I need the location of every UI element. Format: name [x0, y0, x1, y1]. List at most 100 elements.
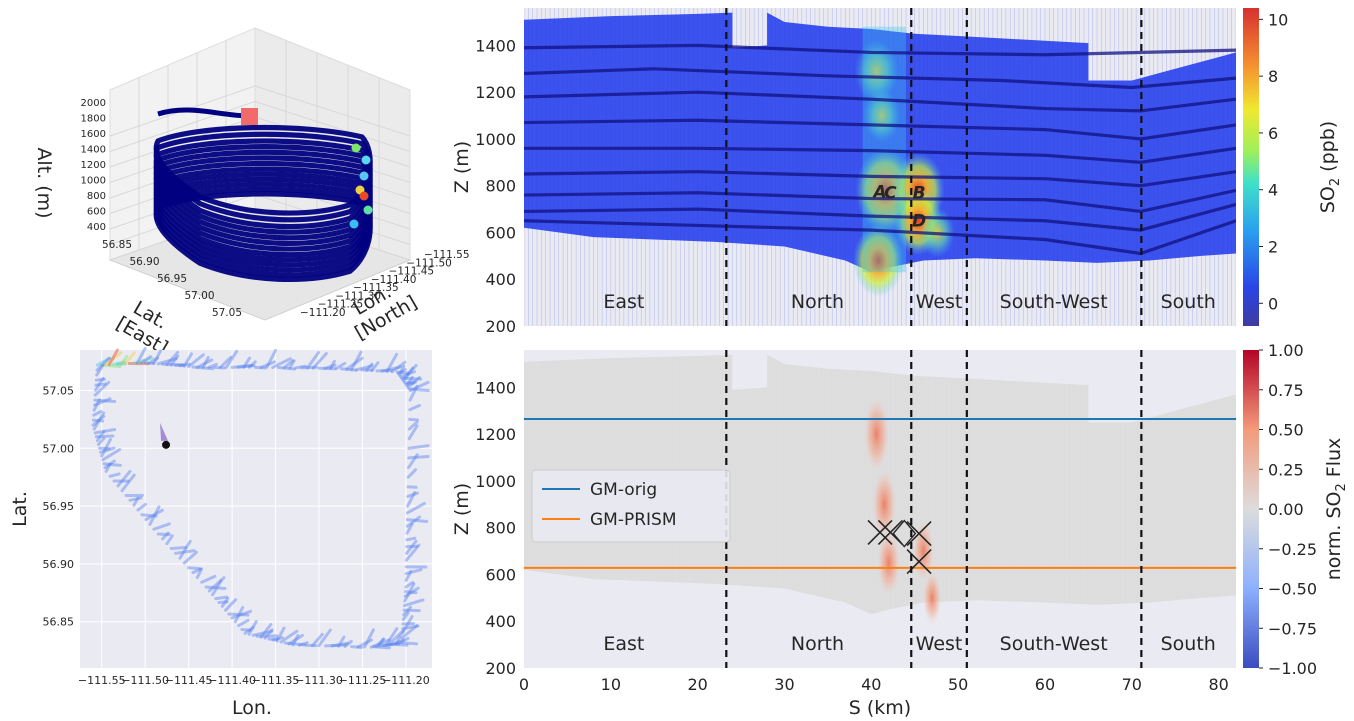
wind-vector [397, 364, 406, 377]
segment-label: North [791, 291, 844, 313]
wind-vector [259, 623, 273, 639]
wind-vector [369, 638, 391, 649]
alt-tick-labels: 2000 1800 1600 1400 1200 1000 800 600 400 [81, 98, 106, 233]
wind-vector [407, 420, 419, 431]
wind-vector [334, 361, 347, 371]
wind-vector [251, 629, 274, 637]
wind-vector [227, 612, 250, 617]
grid-line [254, 101, 411, 152]
wind-vector [403, 380, 417, 385]
wind-vector [95, 356, 111, 372]
x-marker [867, 519, 893, 545]
wind-vector [99, 446, 116, 454]
diamond-marker [892, 519, 917, 548]
wind-vector [407, 454, 430, 460]
wind-vector [99, 363, 122, 369]
lon-tick-label: −111.25 [318, 299, 364, 311]
wind-vector [330, 641, 350, 648]
wind-vector [108, 472, 121, 478]
flux-hotspot [922, 571, 942, 624]
wind-vector [94, 382, 107, 387]
wind-vector [288, 359, 296, 370]
wind-vector [102, 462, 122, 467]
wind-vector [407, 424, 419, 441]
map-y-tick-label: 57.00 [43, 442, 75, 455]
wind-vector [271, 357, 292, 369]
track-lap [153, 149, 373, 241]
track-hotspot [359, 171, 369, 181]
wind-vector [356, 638, 373, 649]
map-y-tick-labels: 57.05 57.00 56.95 56.90 56.85 [43, 384, 75, 628]
wind-vector [152, 522, 171, 531]
so2-axes: East North West South-West South 200 400 600 800… [475, 8, 1216, 336]
wind-vector [408, 384, 419, 402]
wind-vector [131, 356, 154, 365]
y-tick-label: 1400 [475, 36, 516, 55]
lon-tick-labels: −111.55−111.50−111.45−111.40−111.35−111.… [300, 249, 470, 319]
colorbar-tick-label: 0 [1268, 294, 1278, 313]
curtain-fill [524, 12, 1236, 273]
wind-vector [111, 360, 126, 366]
wind-vector [387, 629, 405, 646]
x-tick-label: 40 [861, 675, 881, 694]
wind-vector [363, 628, 375, 649]
wind-vector [400, 624, 419, 640]
wind-vector [395, 634, 402, 645]
wind-vector [385, 352, 399, 373]
wind-vector [93, 380, 111, 397]
so2-colorbar-label: SO2 (ppb) [1317, 121, 1343, 213]
segment-label: West [916, 291, 963, 313]
y-tick-label: 1000 [475, 472, 516, 491]
lat-tick-label: 57.00 [184, 290, 214, 302]
wind-vector [103, 351, 123, 367]
track-lap [153, 176, 373, 268]
wind-vector [165, 534, 174, 546]
wind-vector [406, 501, 426, 515]
colorbar-tick-label: 2 [1268, 238, 1278, 257]
wind-vector [187, 566, 202, 571]
track-hotspot [359, 191, 369, 201]
colorbar-tick-label: 6 [1268, 124, 1278, 143]
point-label-A: A [871, 182, 886, 202]
map-x-axis-label: Lon. [232, 697, 272, 719]
track-lap [153, 171, 373, 263]
lon-tick-label: −111.55 [424, 249, 470, 261]
wind-vector [405, 539, 418, 555]
alt-axis-label: Alt. (m) [33, 147, 55, 218]
wind-vector [372, 645, 391, 650]
wind-vector [169, 546, 188, 551]
wind-vector [404, 590, 418, 595]
wind-vector [400, 614, 414, 635]
wind-vector [279, 629, 299, 644]
wind-vector [119, 354, 129, 366]
wind-vector [405, 536, 417, 542]
wind-vector [297, 641, 309, 647]
map-x-tick-label: −111.35 [252, 674, 300, 687]
x-tick-label: 80 [1208, 675, 1228, 694]
plume-hotspot [854, 39, 899, 103]
3d-flight-track [153, 107, 373, 283]
lat-tick-labels: 56.85 56.90 56.95 57.00 57.05 [102, 239, 242, 319]
map-x-tick-label: −111.25 [339, 674, 387, 687]
wind-vector [380, 365, 403, 373]
y-tick-label: 400 [485, 270, 516, 289]
wind-vector [407, 444, 430, 450]
lon-tick-label: −111.45 [389, 266, 435, 278]
wind-vector [404, 381, 416, 386]
flux-x-axis-label: S (km) [849, 697, 911, 719]
wind-vector [404, 581, 415, 589]
wind-vector [174, 549, 196, 555]
lon-tick-label: −111.40 [371, 274, 417, 286]
flux-y-axis-label: Z (m) [451, 483, 473, 535]
track-hotspot [349, 219, 359, 229]
wind-vector [191, 567, 202, 575]
flight-level-line [524, 90, 1236, 113]
y-tick-label: 800 [485, 177, 516, 196]
track-lap [153, 155, 373, 247]
wind-vector [350, 350, 363, 371]
wind-vector [233, 605, 245, 624]
wind-vector [396, 368, 407, 376]
alt-tick-label: 600 [87, 207, 106, 218]
wind-vector [291, 633, 300, 647]
map-x-tick-label: −111.30 [295, 674, 343, 687]
